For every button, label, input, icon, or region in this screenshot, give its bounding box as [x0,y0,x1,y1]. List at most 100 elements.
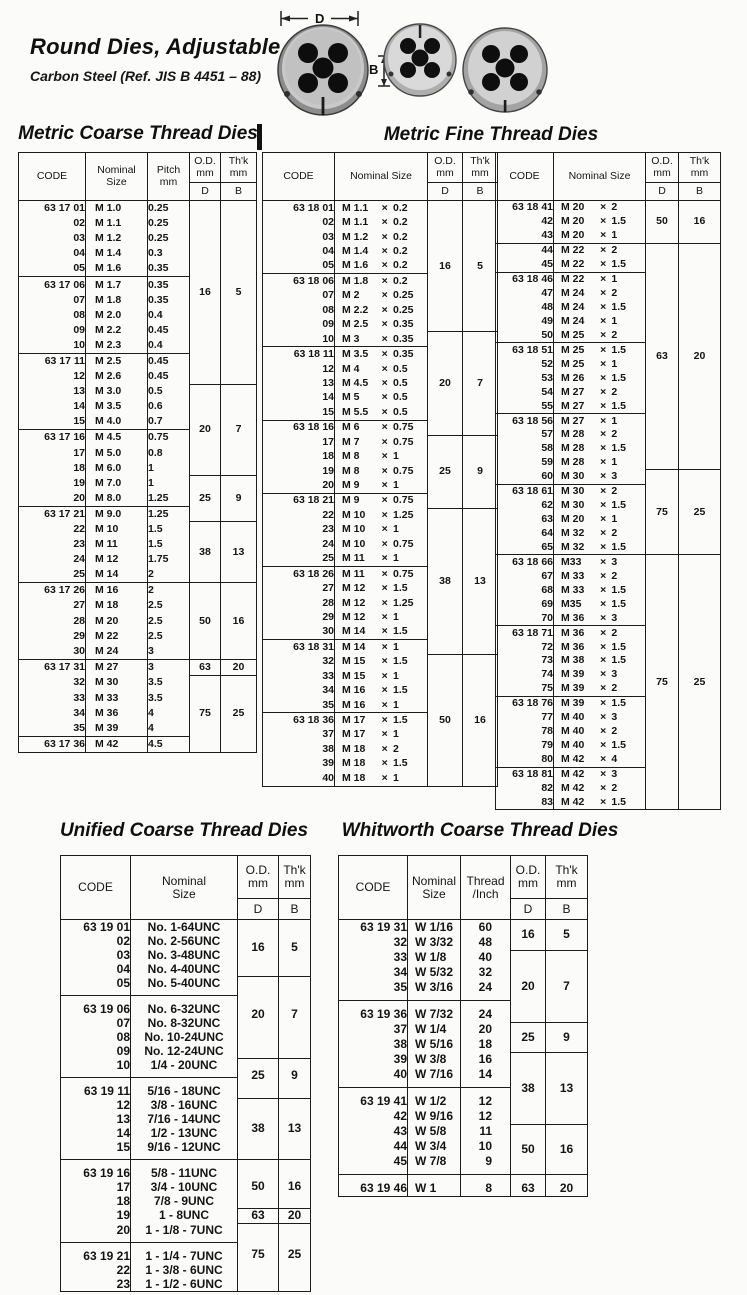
table-row: 42 M 20 × 1.5 [495,214,721,229]
size-cell: M 1.1 [85,216,148,232]
size-cell: M 10 × 0.75 [334,537,428,552]
size-cell: M 22 × 1.5 [553,257,646,273]
od-value-cell: 50 [510,1123,546,1175]
pitch-cell: 0.25 [147,216,190,232]
size-cell: M 27 × 1 [553,413,646,428]
table-row: 63 18 66 M33 × 3 75 25 [495,554,721,810]
table-row: 59 M 28 × 1 [495,455,721,470]
size-cell: M 9 × 1 [334,478,428,494]
code-cell: 15 [262,405,335,421]
table-row: 63 19 16 5/8 - 11UNC 50 16 [60,1159,311,1208]
table-row: 30 M 14 × 1.5 [262,624,498,640]
table-row: 63 18 46 M 22 × 1 [495,271,721,287]
size-cell: W 7/16 [407,1067,461,1088]
size-cell: M 12 [85,552,148,568]
table-row: 15 9/16 - 12UNC [60,1140,311,1160]
table-row: 17 3/4 - 10UNC [60,1180,311,1194]
size-cell: M 2.0 [85,307,148,323]
code-cell: 63 17 11 [18,352,86,370]
code-cell: 14 [262,390,335,406]
size-cell: M 1.4 × 0.2 [334,244,428,259]
pitch-cell: 1.25 [147,490,190,507]
size-cell: M 12 × 1 [334,610,428,625]
thickness-value-cell: 20 [220,658,257,676]
code-cell: 63 19 21 [60,1242,131,1263]
od-value-cell: 63 [189,658,221,676]
size-cell: W 3/16 [407,980,461,1001]
table-row: 63 17 21 M 9.0 1.25 [18,505,257,522]
thickness-value-cell: 13 [545,1051,588,1124]
size-cell: M 24 × 2 [553,286,646,301]
table-row: 37 M 17 × 1 [262,727,498,743]
size-cell: M 10 × 1 [334,522,428,538]
code-cell: 44 [338,1139,408,1154]
size-cell: M 24 [85,643,148,660]
code-cell: 63 18 46 [495,271,554,287]
size-cell: M 20 × 1 [553,228,646,244]
table-row: 63 18 01 M 1.1 × 0.2 16 5 [262,199,498,332]
table-row: 63 18 76 M 39 × 1.5 [495,695,721,711]
die-3 [462,27,548,113]
die-1 [277,24,369,116]
code-cell: 33 [338,950,408,965]
code-cell: 20 [60,1223,131,1243]
thickness-value-cell: 25 [220,674,257,753]
pitch-cell: 2.5 [147,628,190,644]
table-row: 05 No. 5-40UNC 20 7 [60,975,311,1058]
code-cell: 09 [18,322,86,338]
pitch-cell: 0.6 [147,399,190,415]
table-row: 63 18 21 M 9 × 0.75 [262,492,498,509]
pitch-cell: 3.5 [147,690,190,706]
code-cell: 73 [495,654,554,668]
code-cell: 02 [18,216,86,232]
tpi-cell: 10 [460,1139,511,1154]
table-row: 60 M 30 × 3 75 25 [495,469,721,555]
table-row: 10 M 2.3 0.4 [18,337,257,354]
table-row: 10 M 3 × 0.35 20 7 [262,331,498,435]
size-cell: M 25 × 2 [553,328,646,343]
pitch-cell: 1.5 [147,521,190,538]
table-row: 63 19 31 W 1/16 60 16 5 [338,919,588,950]
code-cell: 45 [495,257,554,273]
size-cell: 5/16 - 18UNC [130,1077,238,1098]
code-cell: 63 19 46 [338,1174,408,1197]
metric-fine-table-left: CODE Nominal Size O.D. mm Th'k mm D B 63 18 01… [262,152,498,787]
size-cell: 7/8 - 9UNC [130,1194,238,1208]
table-row: 63 18 31 M 14 × 1 [262,639,498,655]
table-row: 04 No. 4-40UNC [60,962,311,976]
table-row: 19 1 - 8UNC 63 20 [60,1207,311,1223]
size-cell: M 8 × 1 [334,449,428,464]
size-cell: M 32 × 1.5 [553,540,646,555]
thickness-value-cell: 20 [545,1174,588,1197]
table-row: 45 M 22 × 1.5 [495,257,721,273]
tpi-cell: 24 [460,980,511,1001]
table-row: 63 18 06 M 1.8 × 0.2 [262,273,498,289]
table-row: 34 M 36 4 [18,705,257,721]
code-cell: 42 [495,214,554,229]
thickness-value-cell: 16 [220,582,257,660]
size-cell: W 5/32 [407,965,461,980]
pitch-cell: 1.5 [147,537,190,553]
table-row: 63 18 36 M 17 × 1.5 [262,712,498,728]
code-cell: 63 18 26 [262,565,335,582]
code-cell: 63 17 36 [18,735,86,753]
code-cell: 63 18 01 [262,200,335,216]
table-row: 02 M 1.1 × 0.2 [262,215,498,230]
code-cell: 67 [495,569,554,584]
column-subheader-b: B [545,898,588,920]
column-header-code: CODE [18,152,86,201]
thickness-value-cell: 16 [278,1159,311,1208]
column-header-thk: Th'k mm [220,152,257,183]
tpi-cell: 11 [460,1124,511,1139]
size-cell: M 5 × 0.5 [334,390,428,406]
code-cell: 22 [262,508,335,523]
code-cell: 63 [495,512,554,527]
table-row: 04 M 1.4 0.3 [18,246,257,262]
size-cell: M 36 × 2 [553,625,646,641]
code-cell: 18 [60,1194,131,1208]
size-cell: M 20 × 1 [553,512,646,527]
column-header-size: Nominal Size [553,152,646,201]
thickness-value-cell: 25 [678,469,721,555]
table-row: 63 19 41 W 1/2 12 [338,1087,588,1109]
code-cell: 34 [338,965,408,980]
